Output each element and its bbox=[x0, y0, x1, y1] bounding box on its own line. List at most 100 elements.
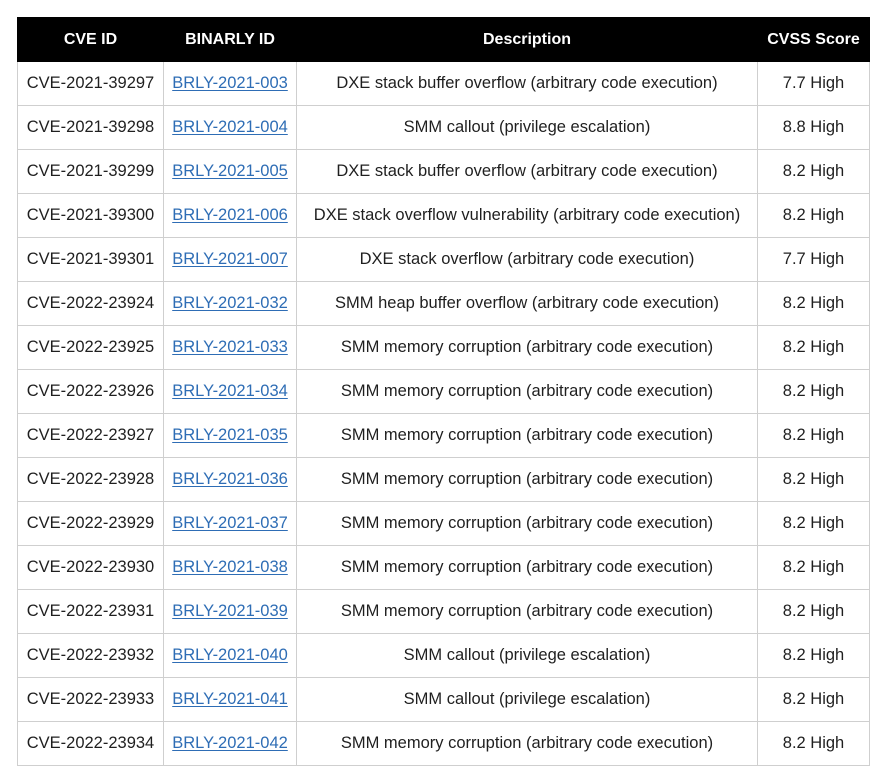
binarly-id-cell: BRLY-2021-005 bbox=[163, 149, 297, 194]
cvss-score-cell: 8.2 High bbox=[757, 413, 870, 458]
cve-id-cell: CVE-2022-23933 bbox=[17, 677, 164, 722]
vulnerability-table: CVE ID BINARLY ID Description CVSS Score… bbox=[17, 17, 870, 766]
cve-id-cell: CVE-2021-39301 bbox=[17, 237, 164, 282]
binarly-id-cell: BRLY-2021-039 bbox=[163, 589, 297, 634]
description-cell: DXE stack overflow (arbitrary code execu… bbox=[296, 237, 758, 282]
cvss-score-cell: 7.7 High bbox=[757, 61, 870, 106]
cvss-score-cell: 7.7 High bbox=[757, 237, 870, 282]
cvss-score-cell: 8.2 High bbox=[757, 633, 870, 678]
cve-id-cell: CVE-2022-23927 bbox=[17, 413, 164, 458]
cve-id-cell: CVE-2022-23925 bbox=[17, 325, 164, 370]
description-cell: SMM callout (privilege escalation) bbox=[296, 633, 758, 678]
binarly-id-cell: BRLY-2021-034 bbox=[163, 369, 297, 414]
binarly-id-link[interactable]: BRLY-2021-003 bbox=[172, 74, 288, 92]
table-row: CVE-2021-39300 BRLY-2021-006 DXE stack ove… bbox=[17, 193, 870, 238]
binarly-id-cell: BRLY-2021-041 bbox=[163, 677, 297, 722]
table-row: CVE-2021-39297 BRLY-2021-003 DXE stack buf… bbox=[17, 61, 870, 106]
binarly-id-link[interactable]: BRLY-2021-038 bbox=[172, 558, 288, 576]
column-header-cve-id: CVE ID bbox=[17, 17, 164, 62]
binarly-id-link[interactable]: BRLY-2021-041 bbox=[172, 690, 288, 708]
description-cell: SMM memory corruption (arbitrary code ex… bbox=[296, 413, 758, 458]
description-cell: SMM memory corruption (arbitrary code ex… bbox=[296, 369, 758, 414]
binarly-id-cell: BRLY-2021-007 bbox=[163, 237, 297, 282]
binarly-id-link[interactable]: BRLY-2021-042 bbox=[172, 734, 288, 752]
cvss-score-cell: 8.2 High bbox=[757, 193, 870, 238]
table-row: CVE-2022-23931 BRLY-2021-039 SMM memory co… bbox=[17, 589, 870, 634]
description-cell: SMM memory corruption (arbitrary code ex… bbox=[296, 457, 758, 502]
binarly-id-link[interactable]: BRLY-2021-006 bbox=[172, 206, 288, 224]
table-row: CVE-2022-23930 BRLY-2021-038 SMM memory co… bbox=[17, 545, 870, 590]
description-cell: DXE stack overflow vulnerability (arbitr… bbox=[296, 193, 758, 238]
cvss-score-cell: 8.8 High bbox=[757, 105, 870, 150]
cve-id-cell: CVE-2022-23934 bbox=[17, 721, 164, 766]
binarly-id-link[interactable]: BRLY-2021-032 bbox=[172, 294, 288, 312]
cve-id-cell: CVE-2021-39298 bbox=[17, 105, 164, 150]
table-row: CVE-2022-23932 BRLY-2021-040 SMM callout (… bbox=[17, 633, 870, 678]
binarly-id-cell: BRLY-2021-003 bbox=[163, 61, 297, 106]
cve-id-cell: CVE-2021-39297 bbox=[17, 61, 164, 106]
binarly-id-link[interactable]: BRLY-2021-036 bbox=[172, 470, 288, 488]
cve-id-cell: CVE-2022-23926 bbox=[17, 369, 164, 414]
cvss-score-cell: 8.2 High bbox=[757, 721, 870, 766]
cve-id-cell: CVE-2022-23929 bbox=[17, 501, 164, 546]
binarly-id-link[interactable]: BRLY-2021-039 bbox=[172, 602, 288, 620]
cvss-score-cell: 8.2 High bbox=[757, 281, 870, 326]
cve-id-cell: CVE-2022-23930 bbox=[17, 545, 164, 590]
table-row: CVE-2021-39301 BRLY-2021-007 DXE stack ove… bbox=[17, 237, 870, 282]
table-row: CVE-2022-23934 BRLY-2021-042 SMM memory co… bbox=[17, 721, 870, 766]
binarly-id-cell: BRLY-2021-038 bbox=[163, 545, 297, 590]
column-header-binarly-id: BINARLY ID bbox=[163, 17, 297, 62]
description-cell: DXE stack buffer overflow (arbitrary cod… bbox=[296, 61, 758, 106]
cvss-score-cell: 8.2 High bbox=[757, 149, 870, 194]
binarly-id-link[interactable]: BRLY-2021-004 bbox=[172, 118, 288, 136]
binarly-id-cell: BRLY-2021-037 bbox=[163, 501, 297, 546]
binarly-id-cell: BRLY-2021-040 bbox=[163, 633, 297, 678]
description-cell: SMM callout (privilege escalation) bbox=[296, 677, 758, 722]
binarly-id-cell: BRLY-2021-033 bbox=[163, 325, 297, 370]
table-row: CVE-2022-23927 BRLY-2021-035 SMM memory co… bbox=[17, 413, 870, 458]
cve-id-cell: CVE-2022-23924 bbox=[17, 281, 164, 326]
cve-id-cell: CVE-2021-39300 bbox=[17, 193, 164, 238]
binarly-id-link[interactable]: BRLY-2021-033 bbox=[172, 338, 288, 356]
table-row: CVE-2021-39298 BRLY-2021-004 SMM callout (… bbox=[17, 105, 870, 150]
table-row: CVE-2021-39299 BRLY-2021-005 DXE stack buf… bbox=[17, 149, 870, 194]
binarly-id-cell: BRLY-2021-004 bbox=[163, 105, 297, 150]
binarly-id-link[interactable]: BRLY-2021-040 bbox=[172, 646, 288, 664]
binarly-id-cell: BRLY-2021-042 bbox=[163, 721, 297, 766]
table-row: CVE-2022-23924 BRLY-2021-032 SMM heap buff… bbox=[17, 281, 870, 326]
binarly-id-link[interactable]: BRLY-2021-007 bbox=[172, 250, 288, 268]
binarly-id-cell: BRLY-2021-035 bbox=[163, 413, 297, 458]
cvss-score-cell: 8.2 High bbox=[757, 677, 870, 722]
table-row: CVE-2022-23926 BRLY-2021-034 SMM memory co… bbox=[17, 369, 870, 414]
description-cell: SMM memory corruption (arbitrary code ex… bbox=[296, 589, 758, 634]
table-row: CVE-2022-23933 BRLY-2021-041 SMM callout (… bbox=[17, 677, 870, 722]
column-header-description: Description bbox=[296, 17, 758, 62]
description-cell: SMM heap buffer overflow (arbitrary code… bbox=[296, 281, 758, 326]
binarly-id-cell: BRLY-2021-006 bbox=[163, 193, 297, 238]
cvss-score-cell: 8.2 High bbox=[757, 589, 870, 634]
binarly-id-link[interactable]: BRLY-2021-034 bbox=[172, 382, 288, 400]
description-cell: SMM memory corruption (arbitrary code ex… bbox=[296, 721, 758, 766]
description-cell: SMM memory corruption (arbitrary code ex… bbox=[296, 325, 758, 370]
cvss-score-cell: 8.2 High bbox=[757, 325, 870, 370]
description-cell: SMM memory corruption (arbitrary code ex… bbox=[296, 545, 758, 590]
cvss-score-cell: 8.2 High bbox=[757, 457, 870, 502]
description-cell: DXE stack buffer overflow (arbitrary cod… bbox=[296, 149, 758, 194]
table-row: CVE-2022-23928 BRLY-2021-036 SMM memory co… bbox=[17, 457, 870, 502]
table-header: CVE ID BINARLY ID Description CVSS Score bbox=[17, 17, 870, 62]
binarly-id-link[interactable]: BRLY-2021-037 bbox=[172, 514, 288, 532]
binarly-id-link[interactable]: BRLY-2021-035 bbox=[172, 426, 288, 444]
table-body: CVE-2021-39297 BRLY-2021-003 DXE stack buf… bbox=[17, 61, 870, 766]
header-row: CVE ID BINARLY ID Description CVSS Score bbox=[17, 17, 870, 62]
vulnerability-table-container: CVE ID BINARLY ID Description CVSS Score… bbox=[17, 17, 870, 766]
cve-id-cell: CVE-2021-39299 bbox=[17, 149, 164, 194]
binarly-id-cell: BRLY-2021-032 bbox=[163, 281, 297, 326]
cvss-score-cell: 8.2 High bbox=[757, 369, 870, 414]
table-row: CVE-2022-23929 BRLY-2021-037 SMM memory co… bbox=[17, 501, 870, 546]
cvss-score-cell: 8.2 High bbox=[757, 501, 870, 546]
cvss-score-cell: 8.2 High bbox=[757, 545, 870, 590]
binarly-id-cell: BRLY-2021-036 bbox=[163, 457, 297, 502]
cve-id-cell: CVE-2022-23931 bbox=[17, 589, 164, 634]
binarly-id-link[interactable]: BRLY-2021-005 bbox=[172, 162, 288, 180]
column-header-cvss-score: CVSS Score bbox=[757, 17, 870, 62]
